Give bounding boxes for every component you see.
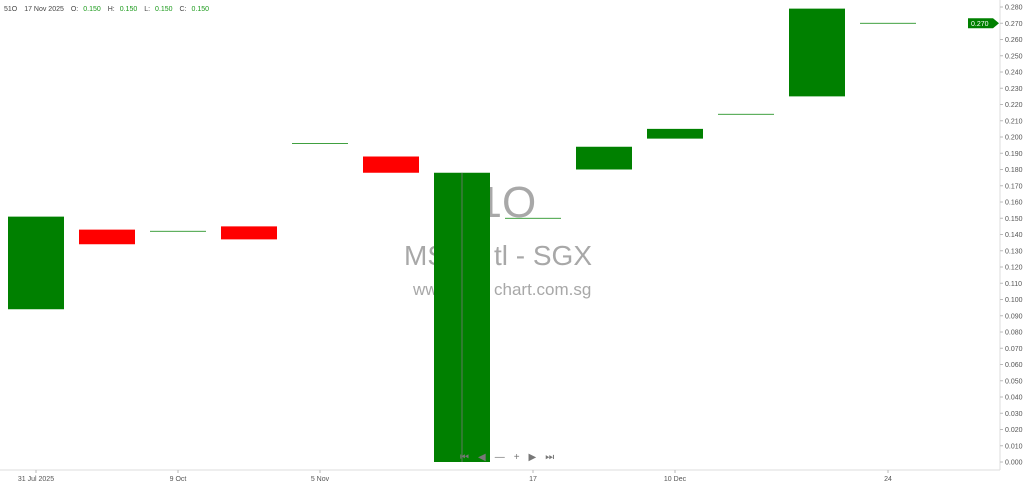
play-right-icon[interactable]: ▶ bbox=[528, 452, 537, 463]
high-label: H: bbox=[107, 6, 115, 13]
y-tick-label: 0.200 bbox=[1005, 135, 1023, 142]
close-value: 0.150 bbox=[191, 6, 210, 13]
y-tick-label: 0.180 bbox=[1005, 167, 1023, 174]
y-tick-label: 0.090 bbox=[1005, 313, 1023, 320]
candle-up bbox=[8, 216, 64, 310]
ohlc-header: 51O 17 Nov 2025 O: 0.150 H: 0.150 L: 0.150 … bbox=[4, 6, 214, 13]
y-tick-label: 0.020 bbox=[1005, 427, 1023, 434]
skip-to-end-icon[interactable]: ⏭ bbox=[545, 452, 555, 463]
y-tick-label: 0.010 bbox=[1005, 443, 1023, 450]
y-tick-label: 0.280 bbox=[1005, 5, 1023, 12]
low-label: L: bbox=[144, 6, 151, 13]
y-tick-label: 0.140 bbox=[1005, 232, 1023, 239]
candle-down bbox=[221, 226, 277, 240]
open-label: O: bbox=[70, 6, 79, 13]
date: 17 Nov 2025 bbox=[24, 6, 64, 13]
y-tick-label: 0.260 bbox=[1005, 37, 1023, 44]
y-tick-label: 0.130 bbox=[1005, 248, 1023, 255]
y-tick-label: 0.120 bbox=[1005, 265, 1023, 272]
watermark-url-right: chart.com.sg bbox=[494, 280, 592, 299]
candle-up bbox=[789, 8, 845, 97]
y-tick-label: 0.060 bbox=[1005, 362, 1023, 369]
y-tick-label: 0.270 bbox=[1005, 21, 1023, 28]
y-tick-label: 0.030 bbox=[1005, 411, 1023, 418]
y-tick-label: 0.240 bbox=[1005, 70, 1023, 77]
candle-down bbox=[79, 229, 135, 245]
high-value: 0.150 bbox=[119, 6, 138, 13]
y-tick-label: 0.110 bbox=[1005, 281, 1022, 288]
plus-icon[interactable]: + bbox=[513, 452, 520, 463]
y-tick-label: 0.070 bbox=[1005, 346, 1023, 353]
y-tick-label: 0.100 bbox=[1005, 297, 1023, 304]
minus-icon[interactable]: — bbox=[494, 452, 505, 463]
y-tick-label: 0.050 bbox=[1005, 378, 1023, 385]
y-tick-label: 0.080 bbox=[1005, 330, 1023, 337]
symbol: 51O bbox=[4, 6, 18, 13]
last-price-marker bbox=[968, 18, 999, 29]
candle-up bbox=[576, 146, 632, 170]
chart-navigation: ⏮ ◀ — + ▶ ⏭ bbox=[460, 452, 554, 463]
low-value: 0.150 bbox=[155, 6, 173, 13]
y-tick-label: 0.230 bbox=[1005, 86, 1023, 93]
y-tick-label: 0.190 bbox=[1005, 151, 1023, 158]
candle-down bbox=[363, 156, 419, 173]
watermark-name-right: tl - SGX bbox=[494, 240, 593, 271]
y-tick-label: 0.250 bbox=[1005, 53, 1023, 60]
y-tick-label: 0.170 bbox=[1005, 183, 1023, 190]
y-tick-label: 0.220 bbox=[1005, 102, 1023, 109]
y-tick-label: 0.160 bbox=[1005, 200, 1023, 207]
y-tick-label: 0.210 bbox=[1005, 118, 1023, 125]
x-tick-label: 5 Nov bbox=[311, 476, 330, 483]
y-tick-label: 0.150 bbox=[1005, 216, 1023, 223]
y-tick-label: 0.040 bbox=[1005, 395, 1023, 402]
play-left-icon[interactable]: ◀ bbox=[478, 452, 486, 463]
x-tick-label: 31 Jul 2025 bbox=[18, 476, 54, 483]
close-label: C: bbox=[179, 6, 187, 13]
x-tick-label: 9 Oct bbox=[170, 476, 187, 483]
x-tick-label: 24 bbox=[884, 476, 892, 483]
open-value: 0.150 bbox=[83, 6, 101, 13]
x-tick-label: 17 bbox=[529, 476, 537, 483]
x-tick-label: 10 Dec bbox=[664, 476, 687, 483]
skip-to-start-icon[interactable]: ⏮ bbox=[460, 452, 469, 463]
candle-up bbox=[647, 128, 703, 139]
last-price-label: 0.270 bbox=[971, 21, 989, 28]
y-tick-label: 0.000 bbox=[1005, 460, 1023, 467]
